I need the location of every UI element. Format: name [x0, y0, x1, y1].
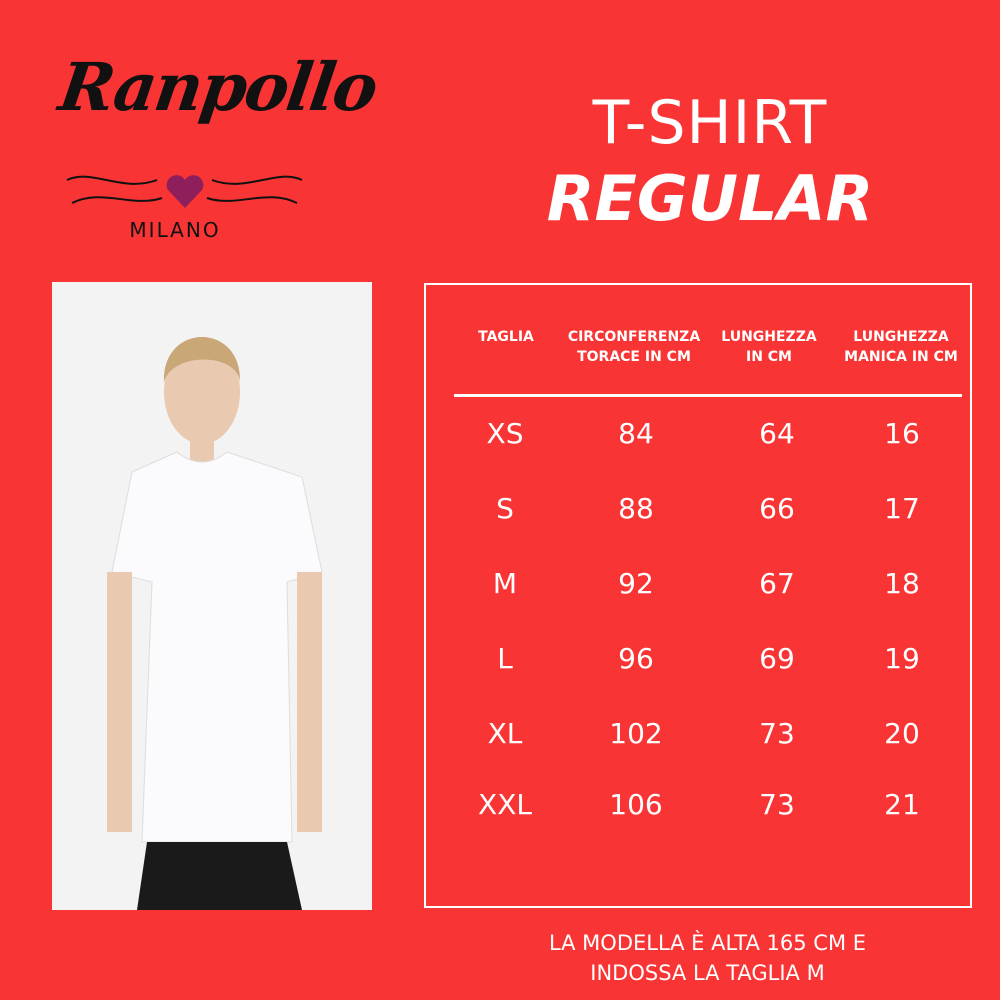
table-cell: 21	[884, 788, 920, 821]
table-cell: XS	[486, 417, 524, 450]
table-cell: 18	[884, 567, 920, 600]
table-cell: 84	[618, 417, 654, 450]
table-cell: XL	[487, 717, 523, 750]
brand-logo: Ranpollo MILANO	[40, 40, 400, 260]
header-circonferenza: CIRCONFERENZA TORACE IN CM	[567, 329, 701, 365]
table-cell: 16	[884, 417, 920, 450]
ornament-heart-icon	[66, 175, 303, 208]
product-title: T-SHIRT	[592, 88, 828, 158]
table-cell: 96	[618, 642, 654, 675]
header-lunghezza: LUNGHEZZA IN CM	[721, 329, 817, 365]
table-cell: 73	[759, 788, 795, 821]
model-note: LA MODELLA È ALTA 165 CM E INDOSSA LA TA…	[548, 931, 867, 985]
header-divider	[454, 394, 962, 397]
header-taglia: TAGLIA	[478, 329, 534, 345]
table-cell: 73	[759, 717, 795, 750]
brand-name: Ranpollo	[54, 48, 381, 126]
size-table: TAGLIA CIRCONFERENZA TORACE IN CM LUNGHEZ…	[424, 283, 972, 908]
header-manica: LUNGHEZZA MANICA IN CM	[844, 329, 958, 365]
table-cell: L	[497, 642, 513, 675]
table-cell: S	[496, 492, 514, 525]
table-cell: M	[492, 567, 518, 600]
table-cell: XXL	[478, 788, 532, 821]
table-cell: 19	[884, 642, 920, 675]
table-cell: 92	[618, 567, 654, 600]
product-fit: REGULAR	[546, 162, 874, 235]
table-cell: 20	[884, 717, 920, 750]
table-cell: 69	[759, 642, 795, 675]
table-cell: 88	[618, 492, 654, 525]
table-cell: 106	[609, 788, 663, 821]
table-cell: 64	[759, 417, 795, 450]
brand-city: MILANO	[129, 218, 221, 242]
table-cell: 67	[759, 567, 795, 600]
table-cell: 66	[759, 492, 795, 525]
table-cell: 102	[609, 717, 663, 750]
table-cell: 17	[884, 492, 920, 525]
model-photo	[52, 282, 372, 910]
